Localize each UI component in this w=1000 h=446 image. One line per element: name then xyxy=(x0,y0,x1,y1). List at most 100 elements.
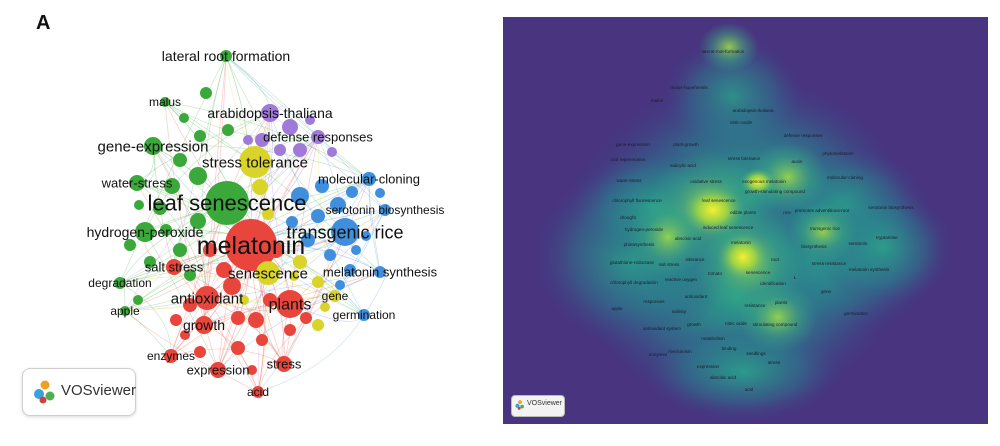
node-malus xyxy=(160,97,170,107)
network-edge xyxy=(289,136,319,305)
vosviewer-logo-text: VOSviewer xyxy=(61,382,137,399)
network-edge xyxy=(203,231,346,326)
density-label-metabolism: metabolism xyxy=(701,336,725,341)
density-blob xyxy=(643,322,843,422)
density-label-tolerance: tolerance xyxy=(686,257,705,262)
network-edge xyxy=(368,178,381,273)
density-label-edible-plants: edible plants xyxy=(730,210,756,215)
network-edge xyxy=(206,295,336,312)
network-edge xyxy=(136,182,208,299)
network-node-red xyxy=(263,293,277,307)
node-arabidopsis-thaliana xyxy=(261,104,279,122)
density-label-identification: identification xyxy=(760,281,786,286)
network-edge xyxy=(124,310,259,393)
network-node-blue xyxy=(351,245,361,255)
network-node-yellow xyxy=(289,271,299,281)
label-arabidopsis-thaliana: arabidopsis-thaliana xyxy=(207,105,333,121)
density-label-abscisic-acid: abscisic acid xyxy=(710,375,736,380)
network-node-green xyxy=(153,201,167,215)
network-node-red xyxy=(183,298,197,312)
density-label-malus: malus xyxy=(651,98,664,103)
network-edge xyxy=(283,231,346,365)
network-node-purple xyxy=(282,119,298,135)
density-peak xyxy=(681,184,745,236)
node-degradation xyxy=(114,277,126,289)
density-label-binding: binding xyxy=(722,346,737,351)
vosviewer-logo-small-icon xyxy=(515,400,524,410)
node-water-stress xyxy=(129,175,145,191)
network-edge xyxy=(164,101,179,117)
network-node-green xyxy=(184,269,196,281)
density-label-exogenous-melatonin: exogenous melatonin xyxy=(742,179,786,184)
network-node-red xyxy=(223,277,241,295)
density-peak xyxy=(717,233,769,281)
network-node-yellow xyxy=(252,179,268,195)
network-edge xyxy=(283,178,370,365)
network-node-red xyxy=(203,243,217,257)
density-label-germination: germination xyxy=(844,311,868,316)
network-node-blue xyxy=(344,264,356,276)
density-label-defense-responses: defense responses xyxy=(784,133,824,138)
network-edge xyxy=(269,112,291,305)
label-senescence: senescence xyxy=(228,265,308,282)
density-label-antioxidant-system: antioxidant system xyxy=(643,326,681,331)
node-expression xyxy=(210,362,226,378)
density-label-antioxidant: antioxidant xyxy=(685,294,708,299)
network-edge xyxy=(152,144,370,180)
density-label-growth-stimulating-compound: growth-stimulating compound xyxy=(745,189,805,194)
density-label-reactive-oxygen: reactive oxygen xyxy=(665,277,698,282)
density-label-serotonin: serotonin xyxy=(849,241,868,246)
label-leaf-senescence: leaf senescence xyxy=(148,191,307,216)
density-label-transgenic-rice: transgenic rice xyxy=(810,226,840,231)
network-node-blue xyxy=(311,209,325,223)
density-label-water-stress: water-stress xyxy=(616,178,642,183)
density-label-hydrogen-peroxide: hydrogen-peroxide xyxy=(625,227,664,232)
network-edge xyxy=(217,178,370,371)
network-edge xyxy=(136,112,271,184)
network-edge xyxy=(267,178,370,274)
network-node-blue xyxy=(301,233,315,247)
density-label-molecular-cloning: molecular-cloning xyxy=(827,175,863,180)
node-senescence xyxy=(256,261,280,285)
network-edge xyxy=(269,112,365,316)
label-apple: apple xyxy=(110,304,140,318)
network-node-yellow xyxy=(312,319,324,331)
label-gene: gene xyxy=(322,289,349,303)
density-label-promotes-adventitious-root: promotes adventitious-root xyxy=(795,208,850,213)
density-label-stimulating-compound: stimulating compound xyxy=(753,322,798,327)
network-node-blue xyxy=(291,187,309,205)
network-node-red xyxy=(256,334,268,346)
network-node-yellow xyxy=(293,255,307,269)
network-node-red xyxy=(248,312,264,328)
network-node-red xyxy=(231,341,245,355)
density-label-acid: acid xyxy=(745,387,754,392)
density-label-root: root xyxy=(771,257,780,262)
label-stress-tolerance: stress tolerance xyxy=(202,154,308,171)
density-label-abscisic-acid: abscisic-acid xyxy=(675,236,702,241)
network-edge xyxy=(206,297,285,365)
label-expression: expression xyxy=(187,363,250,378)
network-node-green xyxy=(179,113,189,123)
label-acid: acid xyxy=(247,385,269,399)
vosviewer-logo-icon xyxy=(34,380,55,404)
density-label-plant-growth: plant-growth xyxy=(673,142,699,147)
network-node-red xyxy=(180,330,190,340)
network-edge xyxy=(254,161,270,393)
network-edge xyxy=(164,101,381,273)
density-label-enzymes: enzymes xyxy=(649,352,668,357)
density-label-expression: expression xyxy=(697,364,720,369)
density-label-gene-expression: gene-expression xyxy=(616,142,650,147)
network-edge xyxy=(164,101,370,180)
node-salt-stress xyxy=(166,259,182,275)
network-edge xyxy=(144,231,219,371)
network-node-blue xyxy=(330,197,346,213)
density-label-serotonin-biosynthesis: serotonin biosynthesis xyxy=(868,205,914,210)
vosviewer-logo-small-text: VOSviewer xyxy=(527,400,563,407)
node-defense-responses xyxy=(311,130,325,144)
network-node-green xyxy=(173,243,187,257)
network-edge xyxy=(164,101,319,140)
density-label-malus-hupehensis: malus-hupehensis xyxy=(670,85,708,90)
label-malus: malus xyxy=(149,95,181,109)
density-label-resistance: resistance xyxy=(745,303,766,308)
network-node-red xyxy=(216,262,232,278)
